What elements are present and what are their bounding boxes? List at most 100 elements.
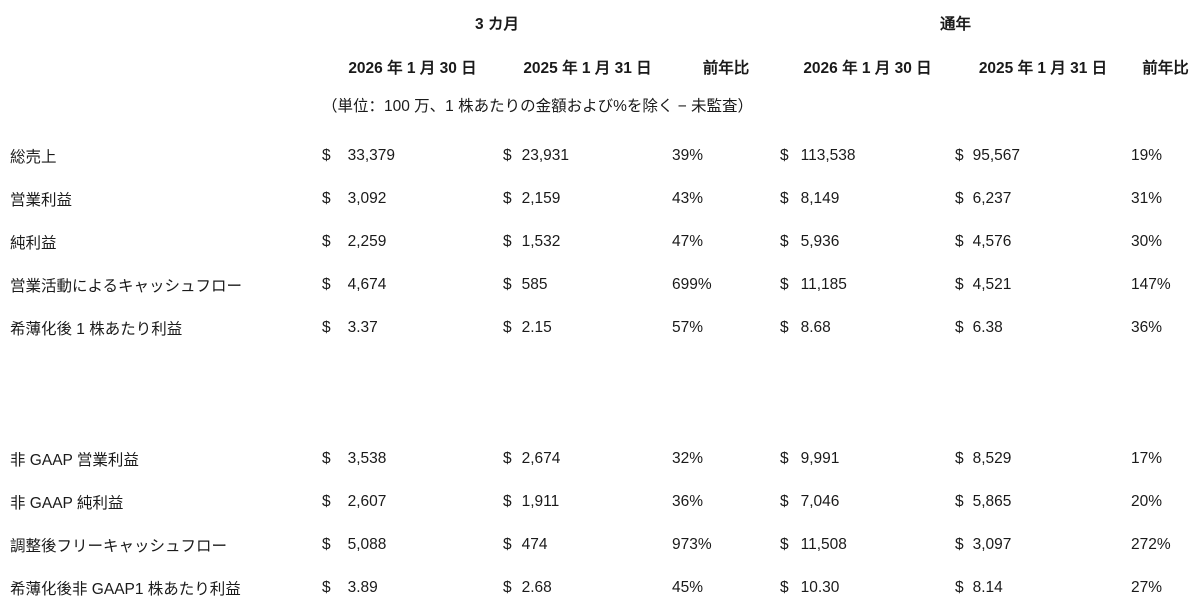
q-current-value: 3,538	[347, 449, 387, 467]
row-label: 非 GAAP 純利益	[10, 494, 124, 512]
column-header-q-date-current: 2026 年 1 月 30 日	[348, 60, 477, 77]
dollar-sign: $	[322, 318, 331, 336]
column-header-row: 2026 年 1 月 30 日 2025 年 1 月 31 日 前年比 2026…	[0, 56, 1200, 78]
dollar-sign: $	[322, 146, 331, 164]
dollar-sign: $	[955, 189, 964, 207]
dollar-sign: $	[322, 492, 331, 510]
fy-current-value: 8,149	[800, 189, 840, 207]
fy-current-value: 5,936	[800, 232, 840, 250]
row-label: 希薄化後非 GAAP1 株あたり利益	[10, 580, 241, 598]
fy-prior-value: 8,529	[972, 449, 1012, 467]
q-prior-value: 1,532	[521, 232, 561, 250]
q-prior-value: 2,159	[521, 189, 561, 207]
fy-prior-value: 4,576	[972, 232, 1012, 250]
fy-yoy-value: 31%	[1131, 189, 1163, 207]
dollar-sign: $	[780, 578, 789, 596]
q-yoy-value: 699%	[672, 275, 712, 293]
fy-prior-cell: $8,529	[955, 450, 1131, 468]
dollar-sign: $	[322, 232, 331, 250]
fy-current-value: 8.68	[800, 318, 831, 336]
row-label: 営業活動によるキャッシュフロー	[10, 277, 243, 295]
q-current-cell: $3.89	[322, 579, 503, 597]
row-label: 非 GAAP 営業利益	[10, 451, 139, 469]
q-prior-value: 585	[521, 275, 548, 293]
q-prior-value: 1,911	[521, 492, 560, 510]
dollar-sign: $	[503, 146, 512, 164]
column-header-fy-date-prior: 2025 年 1 月 31 日	[978, 60, 1108, 77]
column-header-spacer	[10, 56, 322, 78]
q-prior-value: 2.68	[521, 578, 552, 596]
fy-current-value: 10.30	[800, 578, 840, 596]
dollar-sign: $	[955, 146, 964, 164]
q-current-value: 4,674	[347, 275, 387, 293]
q-prior-cell: $2.68	[503, 579, 672, 597]
fy-current-cell: $5,936	[780, 233, 955, 251]
fy-current-cell: $11,185	[780, 276, 955, 294]
dollar-sign: $	[503, 318, 512, 336]
table-body: 総売上 $33,379 $23,931 39% $113,538 $95,567…	[0, 134, 1200, 609]
q-current-value: 2,259	[347, 232, 387, 250]
q-prior-cell: $585	[503, 276, 672, 294]
fy-current-value: 7,046	[800, 492, 840, 510]
dollar-sign: $	[955, 318, 964, 336]
column-header-fy-yoy: 前年比	[1142, 60, 1189, 77]
fy-current-cell: $9,991	[780, 450, 955, 468]
table-row: 非 GAAP 営業利益 $3,538 $2,674 32% $9,991 $8,…	[0, 437, 1200, 480]
fy-yoy-value: 20%	[1131, 492, 1163, 510]
q-yoy-value: 39%	[672, 146, 704, 164]
q-prior-value: 23,931	[521, 146, 570, 164]
dollar-sign: $	[780, 449, 789, 467]
q-current-cell: $3,538	[322, 450, 503, 468]
fy-current-cell: $8,149	[780, 190, 955, 208]
q-current-cell: $2,259	[322, 233, 503, 251]
q-current-cell: $33,379	[322, 147, 503, 165]
q-prior-cell: $1,911	[503, 493, 672, 511]
unit-note: （単位：100 万、1 株あたりの金額および%を除く − 未監査）	[322, 98, 754, 115]
dollar-sign: $	[503, 578, 512, 596]
fy-yoy-value: 27%	[1131, 578, 1163, 596]
q-prior-cell: $2,159	[503, 190, 672, 208]
dollar-sign: $	[955, 232, 964, 250]
dollar-sign: $	[503, 232, 512, 250]
fy-current-value: 11,508	[800, 535, 847, 553]
fy-yoy-value: 17%	[1131, 449, 1163, 467]
dollar-sign: $	[955, 578, 964, 596]
row-label: 調整後フリーキャッシュフロー	[10, 537, 228, 555]
fy-yoy-value: 147%	[1131, 275, 1171, 293]
fy-prior-cell: $6,237	[955, 190, 1131, 208]
q-current-cell: $4,674	[322, 276, 503, 294]
fy-prior-value: 3,097	[972, 535, 1012, 553]
q-prior-cell: $1,532	[503, 233, 672, 251]
table-row: 純利益 $2,259 $1,532 47% $5,936 $4,576 30%	[0, 220, 1200, 263]
dollar-sign: $	[780, 535, 789, 553]
dollar-sign: $	[780, 146, 789, 164]
unit-note-row: （単位：100 万、1 株あたりの金額および%を除く − 未監査）	[0, 94, 1200, 115]
table-row: 営業活動によるキャッシュフロー $4,674 $585 699% $11,185…	[0, 263, 1200, 306]
q-prior-value: 2,674	[521, 449, 561, 467]
fy-yoy-value: 36%	[1131, 318, 1163, 336]
q-yoy-value: 43%	[672, 189, 704, 207]
dollar-sign: $	[955, 535, 964, 553]
q-prior-cell: $23,931	[503, 147, 672, 165]
row-label: 希薄化後 1 株あたり利益	[10, 320, 183, 338]
q-prior-cell: $2.15	[503, 319, 672, 337]
dollar-sign: $	[955, 449, 964, 467]
group-header-three-months: 3 カ月	[475, 16, 519, 33]
table-row: 希薄化後 1 株あたり利益 $3.37 $2.15 57% $8.68 $6.3…	[0, 306, 1200, 349]
fy-current-value: 9,991	[800, 449, 840, 467]
fy-prior-value: 8.14	[972, 578, 1003, 596]
fy-prior-value: 95,567	[972, 146, 1021, 164]
q-prior-cell: $474	[503, 536, 672, 554]
fy-current-cell: $10.30	[780, 579, 955, 597]
fy-current-value: 113,538	[800, 146, 856, 164]
fy-prior-value: 6,237	[972, 189, 1012, 207]
dollar-sign: $	[322, 535, 331, 553]
fy-current-cell: $11,508	[780, 536, 955, 554]
row-label: 営業利益	[10, 191, 73, 209]
column-header-q-date-prior: 2025 年 1 月 31 日	[523, 60, 652, 77]
group-header-full-year: 通年	[939, 16, 971, 33]
q-yoy-value: 45%	[672, 578, 704, 596]
q-prior-cell: $2,674	[503, 450, 672, 468]
fy-current-value: 11,185	[800, 275, 847, 293]
